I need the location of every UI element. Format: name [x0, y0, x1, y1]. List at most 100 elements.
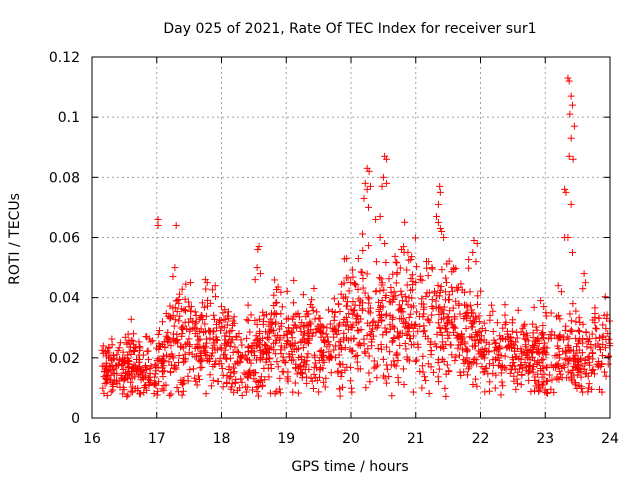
- data-point: [442, 392, 450, 400]
- data-point: [475, 312, 483, 320]
- data-point: [206, 371, 214, 379]
- data-point: [335, 360, 343, 368]
- data-point: [544, 389, 552, 397]
- data-point: [509, 316, 517, 324]
- data-point: [577, 383, 585, 391]
- data-point: [271, 276, 279, 284]
- data-point: [602, 372, 610, 380]
- data-point: [210, 315, 218, 323]
- data-point: [493, 319, 501, 327]
- data-point: [309, 307, 317, 315]
- data-point: [264, 333, 272, 341]
- data-point: [221, 306, 229, 314]
- data-point: [465, 264, 473, 272]
- data-point: [289, 315, 297, 323]
- data-point: [260, 317, 268, 325]
- data-point: [228, 380, 236, 388]
- data-point: [383, 179, 391, 187]
- data-point: [353, 358, 361, 366]
- data-point: [533, 348, 541, 356]
- data-point: [497, 369, 505, 377]
- data-point: [233, 333, 241, 341]
- data-point: [363, 270, 371, 278]
- data-point: [359, 230, 367, 238]
- data-point: [171, 264, 179, 272]
- data-point: [308, 332, 316, 340]
- data-point: [377, 275, 385, 283]
- data-point: [342, 321, 350, 329]
- data-point: [535, 378, 543, 386]
- data-point: [103, 391, 111, 399]
- data-point: [254, 392, 262, 400]
- data-point: [152, 344, 160, 352]
- data-point: [471, 337, 479, 345]
- data-point: [253, 384, 261, 392]
- data-point: [313, 364, 321, 372]
- data-point: [184, 372, 192, 380]
- data-point: [342, 302, 350, 310]
- data-point: [408, 320, 416, 328]
- data-point: [413, 308, 421, 316]
- data-point: [254, 246, 262, 254]
- data-point: [455, 300, 463, 308]
- data-point: [322, 330, 330, 338]
- data-point: [262, 311, 270, 319]
- chart-title: Day 025 of 2021, Rate Of TEC Index for r…: [163, 21, 536, 37]
- data-point: [172, 221, 180, 229]
- data-point: [600, 368, 608, 376]
- data-point: [177, 305, 185, 313]
- data-point: [567, 326, 575, 334]
- data-point: [480, 319, 488, 327]
- x-tick-label: 19: [277, 431, 295, 447]
- data-point: [242, 388, 250, 396]
- data-point: [378, 296, 386, 304]
- data-point: [442, 370, 450, 378]
- data-point: [182, 280, 190, 288]
- data-point: [177, 343, 185, 351]
- data-point: [270, 291, 278, 299]
- data-point: [173, 308, 181, 316]
- data-point: [399, 308, 407, 316]
- data-point: [574, 340, 582, 348]
- data-point: [554, 282, 562, 290]
- data-point: [225, 374, 233, 382]
- data-point: [379, 355, 387, 363]
- data-point: [253, 335, 261, 343]
- data-point: [379, 173, 387, 181]
- data-point: [326, 353, 334, 361]
- data-point: [359, 275, 367, 283]
- data-point: [569, 300, 577, 308]
- data-point: [434, 218, 442, 226]
- data-point: [181, 350, 189, 358]
- data-point: [255, 243, 263, 251]
- data-point: [390, 357, 398, 365]
- data-point: [469, 380, 477, 388]
- data-point: [580, 270, 588, 278]
- data-point: [431, 340, 439, 348]
- data-point: [307, 374, 315, 382]
- data-point: [545, 335, 553, 343]
- data-point: [265, 322, 273, 330]
- data-point: [388, 338, 396, 346]
- data-point: [128, 374, 136, 382]
- data-point: [272, 350, 280, 358]
- data-point: [462, 324, 470, 332]
- data-point: [414, 327, 422, 335]
- data-point: [354, 254, 362, 262]
- data-point: [195, 372, 203, 380]
- data-point: [202, 390, 210, 398]
- data-point: [425, 258, 433, 266]
- data-point: [408, 294, 416, 302]
- data-point: [394, 374, 402, 382]
- data-point: [425, 389, 433, 397]
- data-point: [197, 355, 205, 363]
- data-point: [364, 293, 372, 301]
- data-point: [510, 377, 518, 385]
- data-point: [324, 333, 332, 341]
- data-point: [351, 280, 359, 288]
- data-point: [349, 310, 357, 318]
- data-point: [389, 313, 397, 321]
- data-point: [437, 315, 445, 323]
- data-point: [515, 354, 523, 362]
- data-point: [407, 256, 415, 264]
